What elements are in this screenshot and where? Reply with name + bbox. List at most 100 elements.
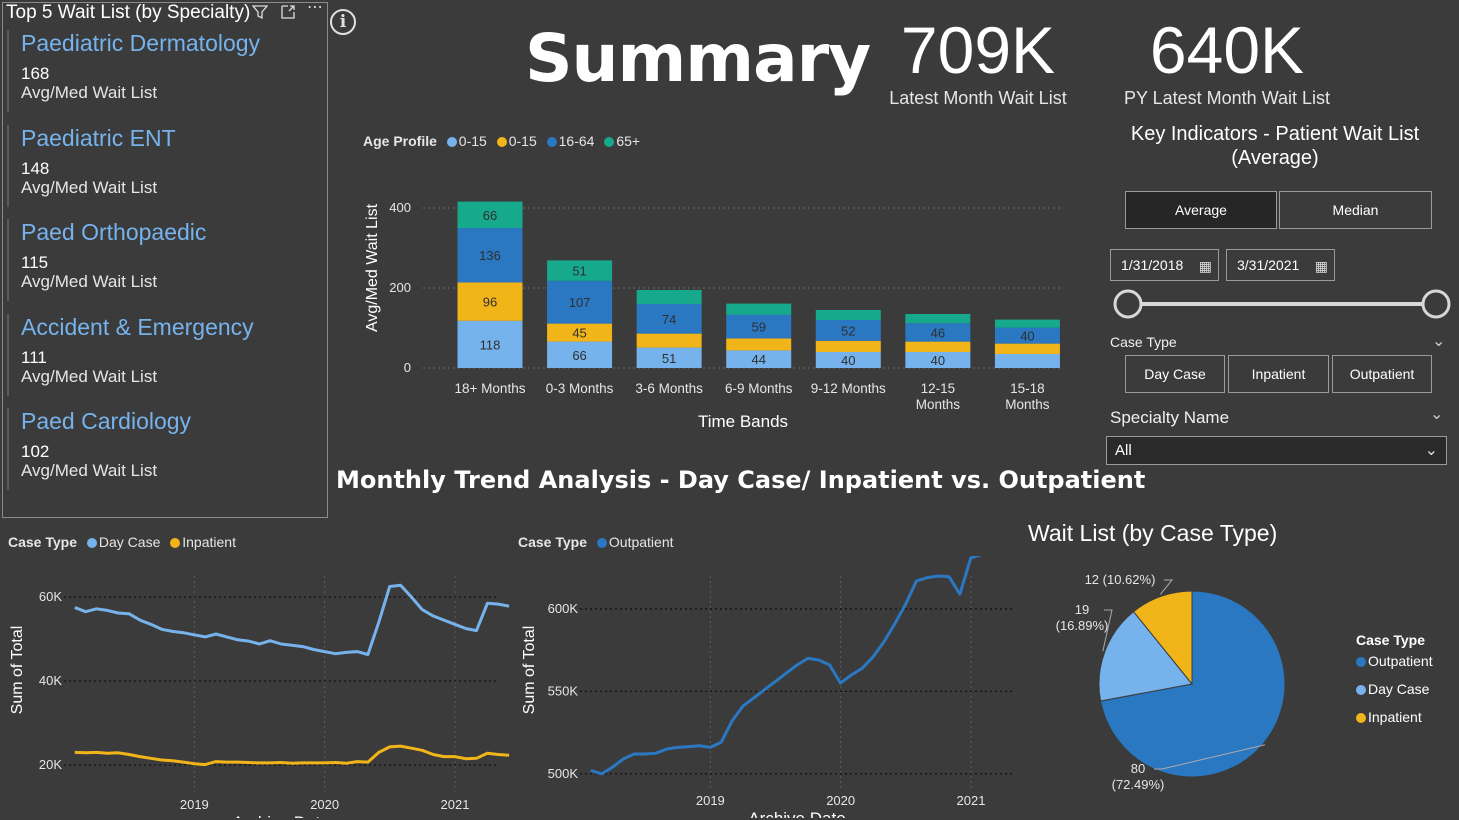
top5-card[interactable]: Paediatric Dermatology 168 Avg/Med Wait Li… <box>7 30 309 112</box>
pie-data-label: 19 <box>1075 602 1089 617</box>
focus-mode-icon[interactable] <box>280 4 296 23</box>
legend-dot-day-case <box>86 538 97 548</box>
bar-data-label: 40 <box>1020 329 1034 344</box>
median-toggle-button[interactable]: Median <box>1279 191 1432 229</box>
date-range-slider[interactable] <box>1108 286 1454 322</box>
case-type-pie-chart: 80(72.49%) 19(16.89%) 12 (10.62%) <box>1056 572 1286 792</box>
x-category-label: 18+ Months <box>455 381 526 396</box>
pie-leader-line <box>1154 744 1266 770</box>
x-tick-label: 2021 <box>957 793 986 808</box>
pie-legend-item: Day Case <box>1368 681 1430 697</box>
legend-dot-outpatient <box>1356 657 1366 667</box>
chevron-down-icon[interactable]: ⌄ <box>1432 333 1446 350</box>
pie-data-label: 12 (10.62%) <box>1085 572 1156 587</box>
end-date-input[interactable]: 3/31/2021 ▦ <box>1226 249 1335 281</box>
x-category-label: 12-15 <box>921 381 956 396</box>
age-profile-legend: Age Profile 0-15 0-15 16-64 65+ <box>363 133 640 149</box>
bar-segment <box>815 310 881 320</box>
bar-data-label: 107 <box>569 295 591 310</box>
filter-icon[interactable] <box>251 4 269 23</box>
bar-data-label: 59 <box>751 320 765 335</box>
top5-card[interactable]: Accident & Emergency 111 Avg/Med Wait List <box>7 313 309 396</box>
start-date-input[interactable]: 1/31/2018 ▦ <box>1110 249 1219 281</box>
average-toggle-button[interactable]: Average <box>1125 191 1277 229</box>
inpatient-button[interactable]: Inpatient <box>1228 355 1329 393</box>
bar-segment <box>994 343 1060 354</box>
pie-leader-line <box>1102 609 1113 652</box>
chevron-down-icon[interactable]: ⌄ <box>1424 442 1438 459</box>
y-tick-label: 20K <box>39 757 62 772</box>
bar-data-label: 51 <box>662 351 676 366</box>
bar-segment <box>815 320 881 341</box>
bar-segment <box>457 201 523 228</box>
top5-panel <box>2 2 328 518</box>
specialty-name-dropdown[interactable]: All ⌄ <box>1106 436 1447 465</box>
bar-segment <box>726 303 792 315</box>
bar-data-label: 40 <box>931 353 945 368</box>
age-legend-item: 0-15 <box>508 133 537 149</box>
legend-dot-65-plus <box>604 137 615 147</box>
bar-segment <box>547 260 613 281</box>
key-indicators-title: Key Indicators - Patient Wait List (Aver… <box>1100 122 1450 170</box>
top5-wait-list-label: Avg/Med Wait List <box>21 83 158 102</box>
age-legend-title: Age Profile <box>363 133 437 149</box>
top5-card[interactable]: Paed Orthopaedic 115 Avg/Med Wait List <box>7 219 309 301</box>
top5-specialty-name: Accident & Emergency <box>21 313 254 340</box>
y-tick-label: 60K <box>39 589 62 604</box>
end-date-value: 3/31/2021 <box>1237 257 1300 273</box>
bar-segment <box>905 352 971 368</box>
top5-title: Top 5 Wait List (by Specialty) <box>6 2 250 23</box>
bar-data-label: 66 <box>572 348 586 363</box>
slider-start-handle[interactable] <box>1113 289 1143 319</box>
slider-end-handle[interactable] <box>1421 289 1451 319</box>
bar-segment <box>457 282 523 321</box>
age-legend-item: 0-15 <box>458 133 487 149</box>
pie-legend-row: Day Case <box>1356 681 1433 697</box>
top5-wait-list-label: Avg/Med Wait List <box>21 461 158 480</box>
legend-dot-outpatient <box>596 538 607 548</box>
top5-wait-list-value: 168 <box>21 64 50 83</box>
bar-segment <box>457 228 523 283</box>
top5-specialty-name: Paediatric ENT <box>21 124 176 151</box>
y-axis-title: Avg/Med Wait List <box>364 203 381 332</box>
chevron-down-icon[interactable]: ⌄ <box>1430 406 1444 423</box>
bar-segment <box>726 338 792 351</box>
calendar-icon[interactable]: ▦ <box>1314 258 1328 274</box>
bar-segment <box>994 327 1060 344</box>
bar-segment <box>457 320 523 368</box>
top5-wait-list-value: 102 <box>21 442 50 461</box>
legend-dot-inpatient <box>170 538 181 548</box>
pie-legend-item: Outpatient <box>1368 653 1433 669</box>
x-category-label: 0-3 Months <box>546 381 614 396</box>
x-category-label: Months <box>1005 397 1050 412</box>
top5-card[interactable]: Paediatric ENT 148 Avg/Med Wait List <box>7 124 309 207</box>
bar-data-label: 40 <box>841 353 855 368</box>
pie-data-label: (72.49%) <box>1112 777 1165 792</box>
series-line <box>74 744 510 767</box>
line1-legend-item: Inpatient <box>182 534 236 550</box>
y-axis-title: Sum of Total <box>9 626 26 715</box>
y-tick-label: 500K <box>548 766 579 781</box>
y-tick-label: 400 <box>389 200 411 215</box>
top5-card[interactable]: Paed Cardiology 102 Avg/Med Wait List <box>7 408 309 490</box>
bar-segment <box>905 323 971 342</box>
start-date-value: 1/31/2018 <box>1121 257 1184 273</box>
x-tick-label: 2020 <box>826 793 855 808</box>
top5-wait-list-value: 115 <box>21 253 49 272</box>
more-options-icon[interactable]: ⋯ <box>307 0 323 16</box>
calendar-icon[interactable]: ▦ <box>1198 258 1212 274</box>
x-axis-title: Archive Date <box>748 809 845 818</box>
y-axis-title: Sum of Total <box>521 626 538 715</box>
legend-dot-0-15-a <box>446 137 457 147</box>
case-type-slicer-label: Case Type <box>1110 334 1177 350</box>
day-case-inpatient-line-chart: 2019 2020 2021 20K 40K 60K Archive Date Sum of … <box>9 576 510 818</box>
info-icon[interactable]: i <box>330 9 356 35</box>
y-tick-label: 0 <box>404 360 411 375</box>
outpatient-button[interactable]: Outpatient <box>1332 355 1432 393</box>
day-case-button[interactable]: Day Case <box>1125 355 1225 393</box>
bar-segment <box>726 350 792 368</box>
bar-segment <box>636 304 702 334</box>
bar-data-label: 74 <box>662 312 676 327</box>
bar-segment <box>547 280 613 324</box>
top5-wait-list-value: 111 <box>21 347 47 367</box>
